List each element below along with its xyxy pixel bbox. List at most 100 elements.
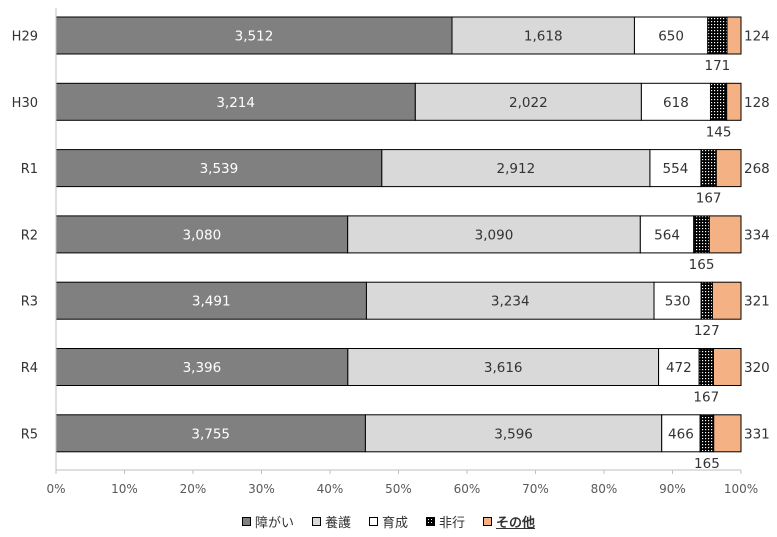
data-label-care: 3,596	[494, 426, 533, 442]
data-label-other: 268	[744, 161, 770, 177]
bar-segment-delinquency	[700, 149, 717, 188]
x-tick-label: 20%	[180, 482, 207, 496]
bar-segment-upbringing	[639, 215, 695, 254]
bar-segment-disability	[55, 215, 349, 254]
legend-swatch-care	[311, 516, 321, 526]
x-tick-label: 90%	[659, 482, 686, 496]
x-tick-label: 70%	[522, 482, 549, 496]
data-label-care: 1,618	[524, 29, 563, 45]
data-label-upbringing: 618	[663, 95, 689, 111]
legend-swatch-disability	[241, 516, 251, 526]
bar-segment-care	[414, 82, 642, 121]
bar-segment-upbringing	[661, 414, 701, 453]
bar-segment-other	[726, 82, 742, 121]
category-label: R4	[21, 361, 38, 376]
legend-item-care: 養護	[311, 512, 351, 531]
data-label-other: 128	[744, 95, 770, 111]
bar-segment-disability	[55, 281, 367, 320]
axis-layer: 0% 10% 20% 30% 40% 50% 60% 70% 80% 90% 100%	[46, 8, 758, 496]
data-label-upbringing: 472	[666, 360, 692, 376]
data-labels-layer: H29 3,512 1,618 650 171 124 H30 3,214 2,022 618 14…	[12, 29, 770, 472]
bar-segment-other	[726, 16, 742, 55]
bar-segment-care	[451, 16, 635, 55]
data-label-disability: 3,539	[200, 161, 239, 177]
legend-label-other: その他	[496, 515, 536, 531]
data-label-disability: 3,214	[216, 95, 255, 111]
bar-segment-upbringing	[633, 16, 709, 55]
bar-segment-other	[713, 414, 742, 453]
bar-segment-other	[711, 281, 742, 320]
data-label-care: 2,912	[497, 161, 536, 177]
data-label-care: 3,234	[491, 294, 530, 310]
bar-segment-care	[347, 348, 660, 386]
bar-segment-upbringing	[640, 82, 711, 121]
data-label-other: 334	[744, 227, 770, 243]
data-label-other: 331	[744, 426, 770, 442]
x-tick-label: 10%	[111, 482, 138, 496]
x-tick-label: 30%	[248, 482, 275, 496]
legend-swatch-other	[483, 516, 493, 526]
data-label-disability: 3,080	[183, 227, 222, 243]
data-label-other: 321	[744, 294, 770, 310]
x-tick-label: 0%	[46, 482, 65, 496]
data-label-delinquency: 145	[706, 124, 732, 140]
category-label: H29	[12, 30, 38, 45]
data-label-upbringing: 530	[665, 294, 691, 310]
bar-segment-disability	[55, 149, 383, 188]
bar-segment-upbringing	[649, 149, 702, 188]
category-label: R3	[21, 295, 38, 310]
data-label-upbringing: 564	[654, 227, 680, 243]
bar-segment-delinquency	[709, 82, 728, 121]
legend-item-delinquency: 非行	[426, 512, 465, 531]
data-label-delinquency: 171	[704, 58, 730, 74]
bar-segment-other	[708, 215, 742, 254]
category-label: H30	[12, 96, 38, 111]
legend: 障がい 養護 育成 非行 その他	[0, 510, 777, 532]
bar-segment-delinquency	[698, 348, 715, 386]
data-label-disability: 3,491	[192, 294, 231, 310]
data-label-other: 124	[744, 29, 770, 45]
category-label: R1	[21, 162, 38, 177]
data-label-upbringing: 466	[668, 426, 694, 442]
legend-label-care: 養護	[324, 515, 351, 531]
data-label-upbringing: 650	[658, 29, 684, 45]
bars-layer	[55, 16, 742, 453]
legend-label-upbringing: 育成	[381, 515, 408, 531]
data-label-care: 3,090	[475, 227, 514, 243]
bar-segment-care	[381, 149, 651, 188]
category-label: R2	[21, 228, 38, 243]
data-label-disability: 3,512	[235, 29, 274, 45]
bar-segment-delinquency	[707, 16, 728, 55]
bar-segment-upbringing	[658, 348, 700, 386]
data-label-delinquency: 165	[694, 456, 720, 472]
bar-segment-other	[713, 348, 742, 386]
data-label-disability: 3,755	[191, 426, 230, 442]
x-tick-label: 50%	[385, 482, 412, 496]
legend-swatch-delinquency	[426, 516, 435, 526]
data-label-disability: 3,396	[183, 360, 222, 376]
data-label-upbringing: 554	[663, 161, 689, 177]
bar-segment-care	[364, 414, 663, 453]
data-label-other: 320	[744, 360, 770, 376]
data-label-delinquency: 165	[689, 257, 715, 273]
bar-segment-delinquency	[693, 215, 710, 254]
data-label-care: 3,616	[484, 360, 523, 376]
bar-segment-care	[365, 281, 655, 320]
legend-swatch-upbringing	[368, 516, 378, 526]
data-label-delinquency: 167	[693, 390, 719, 406]
x-tick-label: 60%	[454, 482, 481, 496]
bar-segment-delinquency	[699, 414, 715, 453]
legend-label-delinquency: 非行	[439, 515, 466, 531]
bar-segment-disability	[55, 16, 453, 55]
category-label: R5	[21, 427, 38, 442]
bar-segment-disability	[55, 414, 366, 453]
stacked-bar-chart: H29 3,512 1,618 650 171 124 H30 3,214 2,022 618 14…	[12, 8, 770, 496]
legend-label-disability: 障がい	[254, 515, 294, 531]
x-tick-label: 40%	[317, 482, 344, 496]
bar-segment-disability	[55, 82, 416, 121]
x-tick-label: 100%	[724, 482, 758, 496]
x-tick-label: 80%	[591, 482, 618, 496]
bar-segment-delinquency	[700, 281, 713, 320]
data-label-delinquency: 167	[696, 191, 722, 207]
